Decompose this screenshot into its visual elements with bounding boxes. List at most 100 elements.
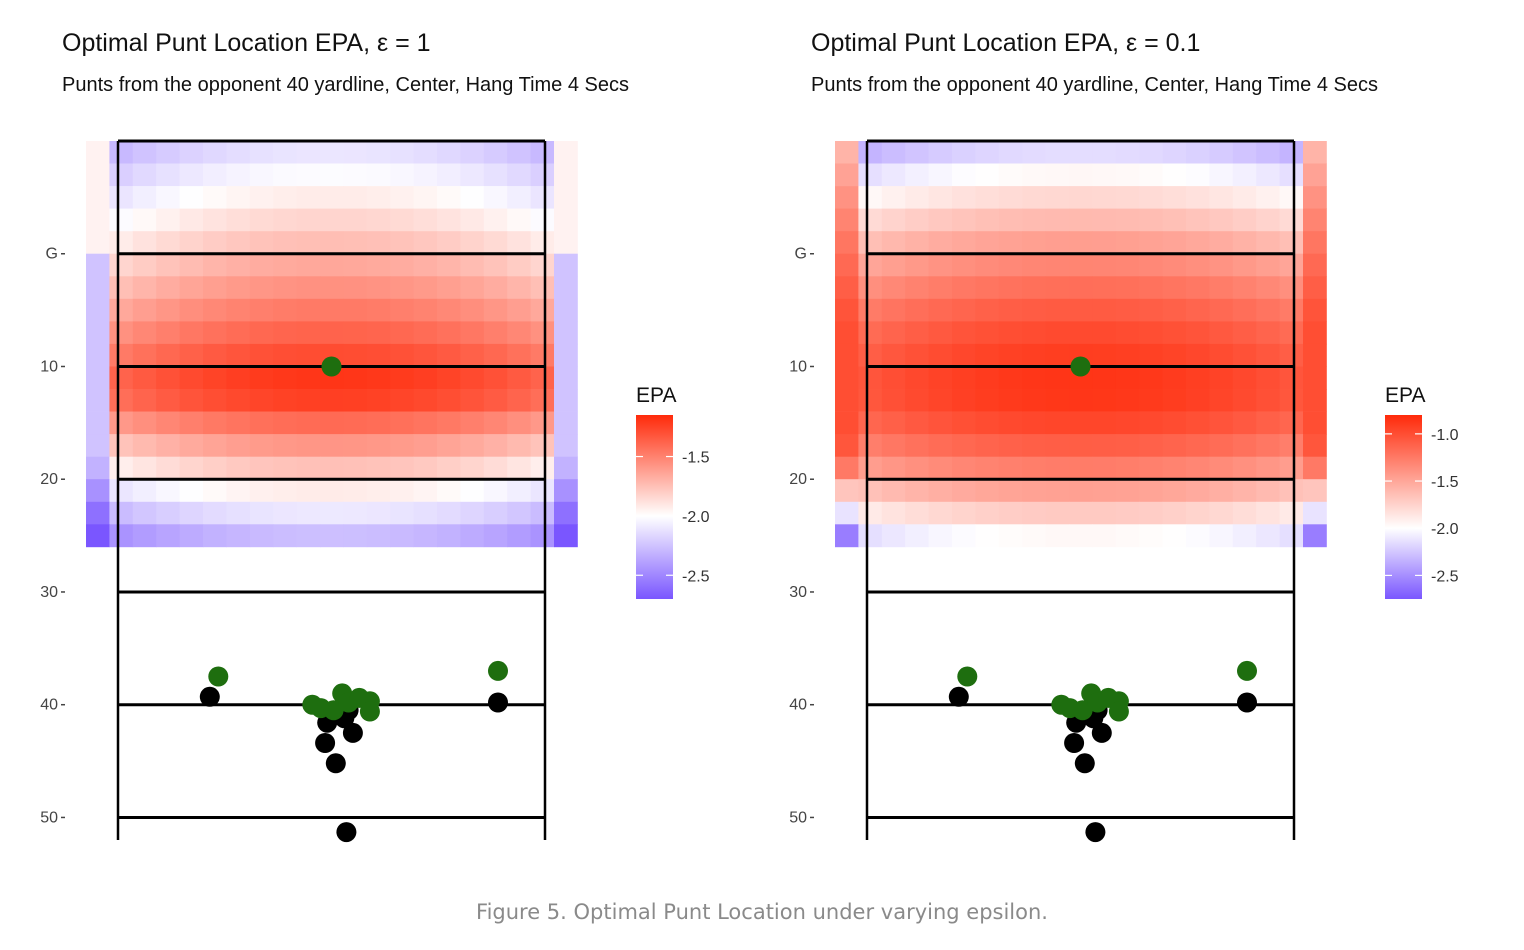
heatmap-tile bbox=[296, 298, 321, 322]
heatmap-tile bbox=[975, 434, 1000, 457]
heatmap-tile bbox=[858, 253, 883, 277]
heatmap-tile bbox=[1139, 479, 1163, 503]
heatmap-tile bbox=[1022, 456, 1046, 480]
heatmap-tile bbox=[366, 366, 391, 390]
heatmap-tile bbox=[203, 163, 227, 187]
legend-tick-label: -1.5 bbox=[1431, 474, 1459, 491]
heatmap-tile bbox=[226, 411, 251, 435]
heatmap-tile bbox=[1115, 343, 1140, 367]
heatmap-tile bbox=[975, 276, 1000, 300]
heatmap-tile bbox=[343, 524, 368, 548]
heatmap-tile bbox=[998, 366, 1023, 390]
actual-punt-point bbox=[948, 686, 969, 707]
heatmap-tile bbox=[530, 208, 555, 232]
heatmap-tile bbox=[1232, 411, 1257, 435]
heatmap-tile bbox=[273, 343, 297, 367]
heatmap-tile bbox=[132, 389, 157, 412]
actual-punt-point bbox=[1085, 822, 1106, 843]
heatmap-tile bbox=[1232, 389, 1257, 412]
heatmap-tile bbox=[554, 231, 578, 255]
heatmap-tile bbox=[483, 389, 508, 412]
heatmap-tile bbox=[413, 389, 438, 412]
heatmap-tile bbox=[460, 434, 485, 457]
heatmap-tile bbox=[203, 366, 227, 390]
heatmap-tile bbox=[1209, 163, 1234, 187]
right-chart-panel: Optimal Punt Location EPA, ε = 0.1 Punts… bbox=[789, 29, 1459, 843]
heatmap-tile bbox=[1209, 456, 1234, 480]
heatmap-tile bbox=[109, 524, 134, 548]
optimal-punt-point bbox=[323, 700, 344, 721]
heatmap-tile bbox=[86, 389, 110, 412]
heatmap-tile bbox=[132, 411, 157, 435]
y-tick-label: 20 bbox=[40, 471, 58, 488]
heatmap-tile bbox=[1045, 434, 1070, 457]
actual-punt-point bbox=[342, 722, 363, 743]
heatmap-tile bbox=[366, 321, 391, 345]
heatmap-tile bbox=[390, 253, 414, 277]
heatmap-tile bbox=[483, 253, 508, 277]
heatmap-tile bbox=[858, 479, 883, 503]
heatmap-tile bbox=[1303, 479, 1327, 503]
heatmap-tile bbox=[975, 186, 1000, 209]
heatmap-tile bbox=[86, 434, 110, 457]
heatmap-tile bbox=[858, 298, 883, 322]
heatmap-tile bbox=[86, 186, 110, 209]
heatmap-tile bbox=[1232, 501, 1257, 525]
heatmap-tile bbox=[179, 456, 204, 480]
heatmap-tile bbox=[1115, 208, 1140, 232]
heatmap-tile bbox=[437, 321, 461, 345]
heatmap-tile bbox=[998, 434, 1023, 457]
heatmap-tile bbox=[881, 321, 906, 345]
heatmap-tile bbox=[483, 141, 508, 164]
heatmap-tile bbox=[975, 141, 1000, 164]
heatmap-tile bbox=[507, 253, 531, 277]
heatmap-tile bbox=[1115, 456, 1140, 480]
heatmap-tile bbox=[343, 298, 368, 322]
heatmap-tile bbox=[881, 366, 906, 390]
heatmap-tile bbox=[1022, 321, 1046, 345]
heatmap-tile bbox=[975, 321, 1000, 345]
heatmap-tile bbox=[905, 163, 929, 187]
heatmap-tile bbox=[413, 411, 438, 435]
heatmap-tile bbox=[320, 434, 344, 457]
heatmap-tile bbox=[460, 276, 485, 300]
heatmap-tile bbox=[1069, 253, 1093, 277]
heatmap-tile bbox=[835, 186, 859, 209]
heatmap-tile bbox=[1232, 456, 1257, 480]
field-lines bbox=[116, 139, 547, 840]
heatmap-tile bbox=[203, 231, 227, 255]
heatmap-tile bbox=[1092, 389, 1117, 412]
heatmap-tile bbox=[109, 501, 134, 525]
heatmap-tile bbox=[1256, 253, 1280, 277]
heatmap-tile bbox=[1139, 524, 1163, 548]
heatmap-tile bbox=[437, 231, 461, 255]
heatmap-tile bbox=[366, 163, 391, 187]
heatmap-tile bbox=[881, 276, 906, 300]
heatmap-tile bbox=[1256, 389, 1280, 412]
heatmap-tile bbox=[109, 343, 134, 367]
heatmap-tile bbox=[273, 366, 297, 390]
heatmap-tile bbox=[1092, 276, 1117, 300]
heatmap-tile bbox=[437, 479, 461, 503]
heatmap-tile bbox=[1115, 524, 1140, 548]
heatmap-tile bbox=[530, 276, 555, 300]
heatmap-tile bbox=[156, 276, 180, 300]
heatmap-tile bbox=[1303, 411, 1327, 435]
heatmap-tile bbox=[554, 276, 578, 300]
heatmap-tile bbox=[1186, 141, 1210, 164]
heatmap-tile bbox=[390, 276, 414, 300]
heatmap-tile bbox=[413, 141, 438, 164]
heatmap-tile bbox=[1303, 186, 1327, 209]
heatmap-tile bbox=[554, 298, 578, 322]
heatmap-tile bbox=[203, 253, 227, 277]
heatmap-tile bbox=[343, 411, 368, 435]
left-chart-panel: Optimal Punt Location EPA, ε = 1 Punts f… bbox=[40, 29, 710, 843]
heatmap-tile bbox=[483, 231, 508, 255]
heatmap-tile bbox=[858, 186, 883, 209]
heatmap-tile bbox=[881, 231, 906, 255]
heatmap-tile bbox=[203, 434, 227, 457]
heatmap-tile bbox=[507, 479, 531, 503]
heatmap-tile bbox=[320, 411, 344, 435]
heatmap-tile bbox=[835, 163, 859, 187]
heatmap-tile bbox=[998, 501, 1023, 525]
